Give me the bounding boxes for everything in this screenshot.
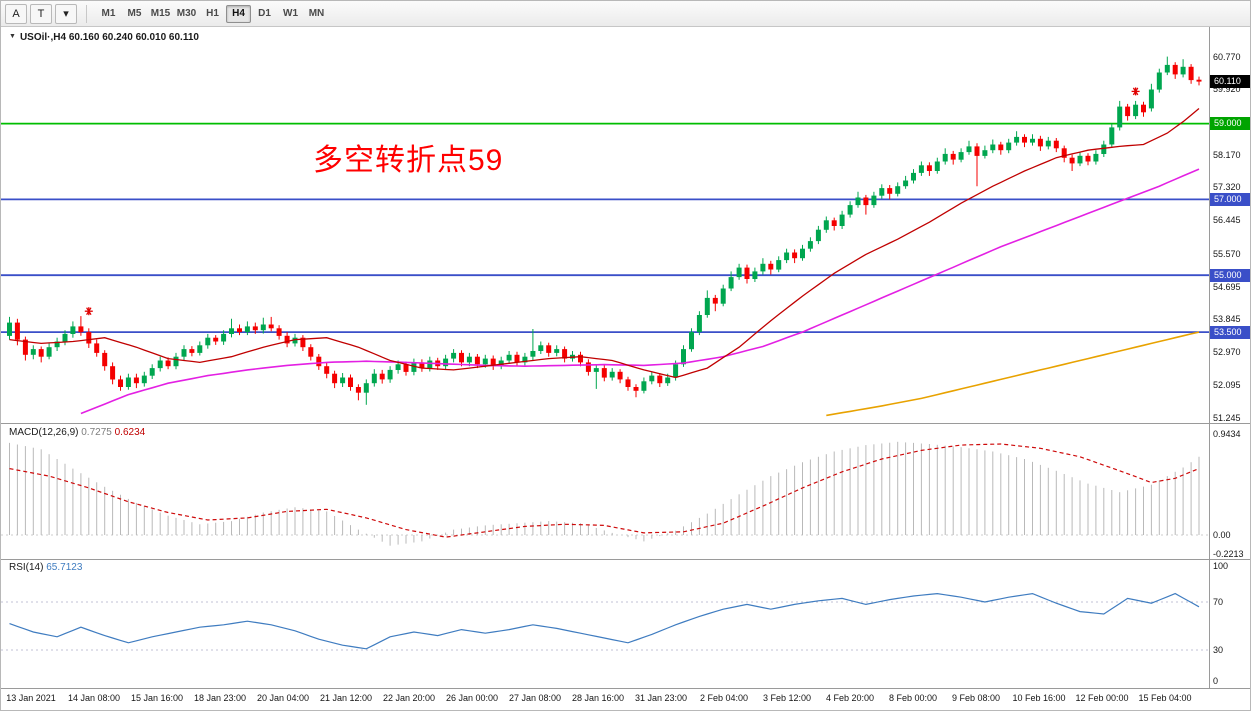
chart-markers xyxy=(84,87,1140,316)
horizontal-lines xyxy=(1,122,1209,334)
chart-title-text: USOil·,H4 60.160 60.240 60.010 60.110 xyxy=(19,32,199,43)
panel-dividers xyxy=(1,27,1250,689)
chart-annotation-text: 多空转折点59 xyxy=(313,144,504,177)
macd-name: MACD(12,26,9) xyxy=(9,427,79,438)
macd-main-value: 0.7275 xyxy=(81,427,112,438)
timeframe-button-h4[interactable]: H4 xyxy=(226,4,251,23)
timeframe-button-h1[interactable]: H1 xyxy=(200,5,225,23)
rsi-name: RSI(14) xyxy=(9,562,44,573)
top-toolbar: A T ▾ M1 M5 M15 M30 H1 H4 D1 W1 MN xyxy=(1,1,1250,27)
collapse-icon[interactable]: ▼ xyxy=(9,33,16,40)
timeframe-group: M1 M5 M15 M30 H1 H4 D1 W1 MN xyxy=(96,4,329,23)
toolbar-separator xyxy=(86,4,87,23)
text-tool-button[interactable]: T xyxy=(30,3,52,24)
rsi-label: RSI(14) 65.7123 xyxy=(9,562,82,573)
rsi-value: 65.7123 xyxy=(46,562,83,573)
macd-signal-value: 0.6234 xyxy=(114,427,146,438)
timeframe-button-mn[interactable]: MN xyxy=(304,5,329,23)
annotate-tool-button[interactable]: A xyxy=(5,3,27,24)
chart-title: ▼ USOil·,H4 60.160 60.240 60.010 60.110 xyxy=(9,32,199,43)
tools-dropdown-button[interactable]: ▾ xyxy=(55,3,77,24)
ma-red-line xyxy=(9,108,1200,379)
ma-magenta-line xyxy=(80,168,1200,415)
ma-orange-line xyxy=(826,331,1200,417)
candles-layer xyxy=(7,56,1202,405)
timeframe-button-m30[interactable]: M30 xyxy=(174,5,199,23)
timeframe-button-d1[interactable]: D1 xyxy=(252,5,277,23)
timeframe-button-w1[interactable]: W1 xyxy=(278,5,303,23)
timeframe-button-m1[interactable]: M1 xyxy=(96,5,121,23)
macd-label: MACD(12,26,9) 0.7275 0.6234 xyxy=(9,427,145,438)
rsi-panel xyxy=(1,592,1209,651)
timeframe-button-m5[interactable]: M5 xyxy=(122,5,147,23)
timeframe-button-m15[interactable]: M15 xyxy=(148,5,173,23)
macd-panel xyxy=(1,441,1209,546)
